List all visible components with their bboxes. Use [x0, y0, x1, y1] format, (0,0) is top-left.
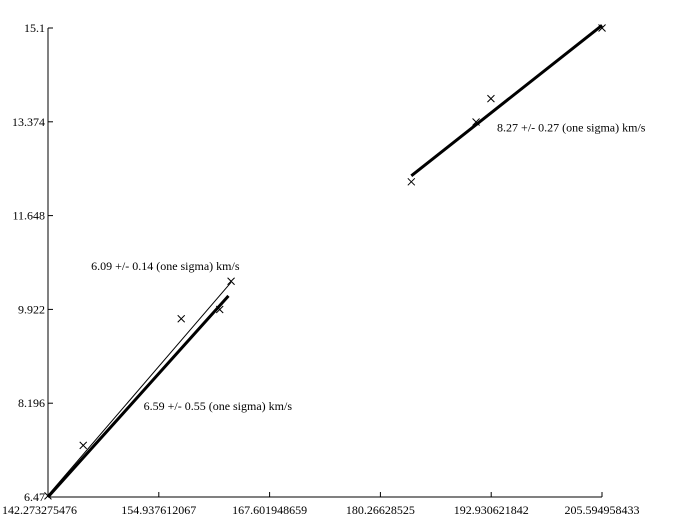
x-ticks: 142.273275476 154.937612067 167.601948659 1…	[2, 492, 640, 517]
data-point	[598, 24, 606, 32]
data-point	[177, 314, 186, 323]
y-ticks: 6.47 8.196 9.922 11.648 13.374 15.1	[12, 21, 53, 504]
x-tick-label: 192.930621842	[454, 503, 529, 517]
y-tick-label: 8.196	[18, 396, 45, 410]
y-tick-label: 6.47	[24, 490, 45, 504]
axes	[47, 28, 602, 498]
y-tick-label: 11.648	[12, 209, 45, 223]
fit-line	[410, 24, 603, 177]
data-point	[472, 118, 480, 126]
fit-line	[47, 282, 232, 496]
annotations: 6.09 +/- 0.14 (one sigma) km/s 6.59 +/- 0…	[91, 120, 646, 413]
fit-annotation: 8.27 +/- 0.27 (one sigma) km/s	[497, 120, 646, 134]
y-tick-label: 9.922	[18, 302, 45, 316]
y-tick-label: 15.1	[24, 21, 45, 35]
x-tick-label: 205.594958433	[565, 503, 640, 517]
fit-annotation: 6.09 +/- 0.14 (one sigma) km/s	[91, 259, 240, 273]
data-point	[407, 177, 416, 186]
data-point	[227, 277, 235, 286]
fit-line	[46, 294, 230, 499]
fit-annotation: 6.59 +/- 0.55 (one sigma) km/s	[144, 399, 293, 413]
x-tick-label: 180.26628525	[346, 503, 415, 517]
data-point	[215, 305, 224, 314]
fit-lines	[46, 24, 603, 499]
y-tick-label: 13.374	[12, 115, 45, 129]
data-point	[79, 441, 88, 450]
x-tick-label: 167.601948659	[232, 503, 307, 517]
data-points	[44, 24, 606, 500]
data-point	[487, 94, 495, 103]
x-tick-label: 142.273275476	[2, 503, 77, 517]
data-point	[44, 492, 52, 500]
x-tick-label: 154.937612067	[121, 503, 196, 517]
